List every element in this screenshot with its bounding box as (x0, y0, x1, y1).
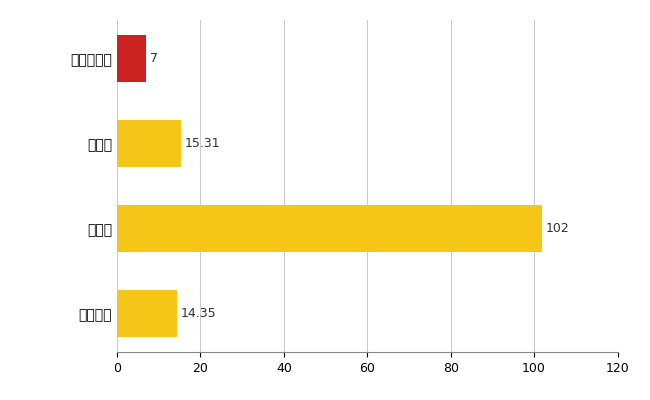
Text: 102: 102 (546, 222, 569, 235)
Text: 14.35: 14.35 (180, 307, 216, 320)
Text: 7: 7 (150, 52, 157, 65)
Bar (117, 205, 542, 252)
Bar (117, 35, 146, 82)
Bar (117, 290, 177, 337)
Text: 15.31: 15.31 (184, 137, 220, 150)
Bar (117, 120, 181, 167)
